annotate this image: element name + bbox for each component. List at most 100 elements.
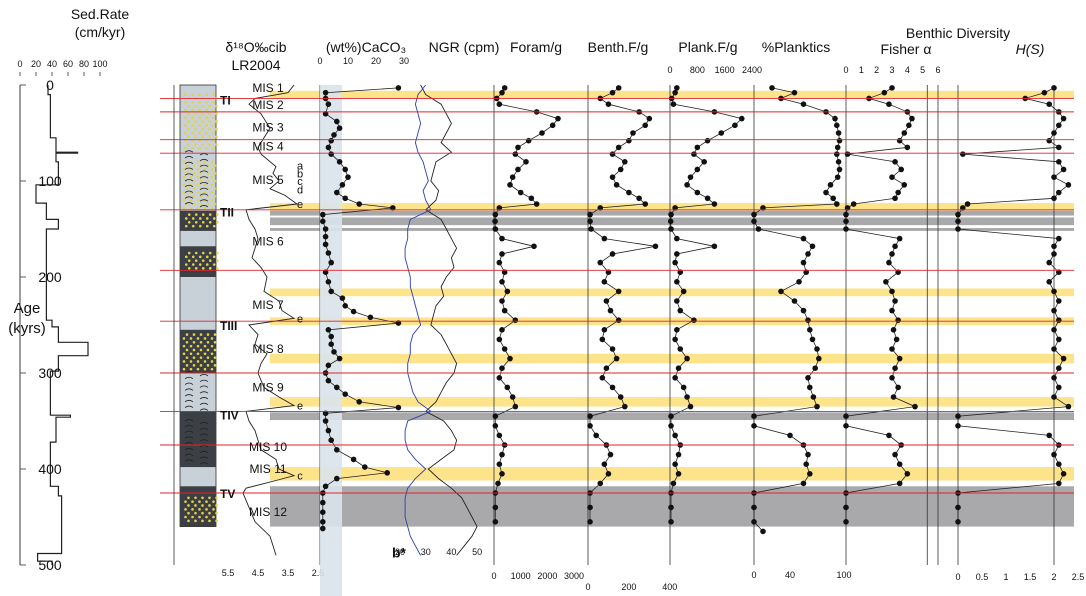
foram-point	[492, 504, 499, 511]
lithology-dot	[198, 508, 201, 511]
lithology-dot	[213, 340, 217, 344]
plank-point	[668, 519, 674, 525]
fisher-point	[843, 423, 849, 429]
pct_plank-point	[760, 205, 766, 211]
mis-label: MIS 8	[252, 342, 284, 356]
caco3-point	[325, 101, 332, 107]
lithology-dot	[212, 147, 215, 150]
shannon-point	[1065, 182, 1072, 188]
fisher-point	[895, 189, 901, 196]
foram-series-line-0	[494, 87, 559, 522]
panel-pct_plank: 0 40 100	[751, 85, 852, 580]
fisher-point	[843, 218, 849, 225]
lithology-dot	[208, 127, 211, 131]
mis-label: MIS 12	[249, 505, 287, 519]
lithology-dot	[210, 367, 214, 371]
lithology-dot	[201, 213, 205, 216]
lithology-dot	[192, 333, 196, 336]
lithology-dot	[201, 112, 204, 116]
fisher-point	[893, 336, 900, 343]
benth-point	[646, 115, 653, 122]
lithology-dot	[213, 333, 217, 336]
plank-point	[687, 403, 694, 410]
lithology-dot	[196, 198, 200, 202]
lithology-dot	[201, 220, 205, 224]
pct_plank-point	[807, 384, 813, 391]
fisher-point	[844, 151, 851, 157]
plank-point	[718, 130, 725, 136]
age-tick-label: 400	[38, 461, 62, 477]
benth-series-line-0	[589, 87, 656, 522]
lithology-dot	[198, 515, 201, 519]
caco3-point	[328, 151, 335, 157]
lithology-dot	[196, 160, 200, 164]
lithology-dot	[212, 131, 215, 135]
mis-label: MIS 6	[252, 235, 284, 249]
shannon-point	[1051, 85, 1057, 91]
benth-point	[626, 137, 632, 144]
lithology-dot	[212, 93, 215, 96]
lithology-dot	[208, 104, 211, 108]
benth-point	[588, 226, 594, 232]
plank-point	[680, 288, 687, 295]
lithology-swirl	[184, 405, 209, 411]
lithology-dot	[199, 333, 203, 336]
fisher-point	[896, 137, 903, 144]
fisher-point	[889, 251, 895, 257]
caco3-point	[345, 174, 351, 180]
sed-rate-title: Sed.Rate	[71, 6, 130, 22]
caco3-point	[320, 509, 326, 515]
lithology-dot	[208, 143, 211, 146]
mis-label: MIS 11	[249, 462, 286, 476]
lithology-dot	[191, 263, 195, 266]
pct_plank-point	[836, 166, 843, 173]
caco3-point	[322, 483, 329, 490]
lithology-dot	[198, 93, 201, 96]
lithology-dot	[215, 112, 218, 116]
lithology-dot	[208, 220, 212, 224]
substage-label: c	[297, 176, 303, 188]
plank-point	[738, 115, 745, 122]
caco3-point	[320, 519, 326, 525]
yellow-band-0	[270, 90, 1074, 99]
lithology-dot	[210, 175, 214, 179]
annotations: MIS 1 MIS 2 MIS 3 MIS 4 MIS 5 MIS 6 MIS 7 MIS 8…	[220, 81, 407, 560]
fisher-point	[886, 259, 892, 266]
lithology-dot	[212, 124, 215, 127]
caco3-point	[390, 205, 396, 211]
ngr-tick-label: 20	[395, 547, 405, 557]
caco3-point	[342, 303, 349, 309]
pct_plank-point	[791, 298, 798, 304]
lithology-dot	[182, 206, 186, 210]
lithology-dot	[201, 496, 204, 500]
caco3-point	[322, 89, 329, 96]
sed_rate-tick-label: 80	[79, 59, 89, 69]
fisher-point	[896, 461, 903, 468]
pct_plank-point	[805, 375, 811, 381]
d18o-tick-label: 5.5	[222, 568, 235, 578]
shannon-title: H(S)	[1016, 41, 1045, 57]
pct_plank-series-line-0	[753, 87, 840, 532]
lithology-dot	[187, 259, 191, 262]
plank-point	[704, 195, 711, 202]
pct_plank-point	[807, 471, 813, 477]
lithology-dot	[205, 116, 208, 119]
foram-point	[495, 480, 501, 487]
foram-point	[499, 327, 505, 333]
caco3-point	[320, 525, 326, 532]
sed_rate-series-0	[35, 85, 89, 565]
age-tick-label: 200	[38, 269, 62, 285]
lithology-dot	[189, 344, 193, 348]
lithology-dot	[201, 143, 204, 146]
shannon-point	[1046, 279, 1052, 285]
foram-point	[492, 211, 499, 218]
benth-point	[609, 384, 616, 391]
lithology-dot	[192, 202, 196, 206]
d18o-title: δ¹⁸O‰cib	[225, 39, 286, 55]
pct_plank-point	[796, 279, 802, 285]
lithology-dot	[213, 164, 217, 167]
lithology-dot	[215, 213, 219, 216]
shannon-point	[1051, 394, 1057, 400]
lithology-dot	[213, 356, 217, 359]
lithology-dot	[184, 515, 187, 519]
